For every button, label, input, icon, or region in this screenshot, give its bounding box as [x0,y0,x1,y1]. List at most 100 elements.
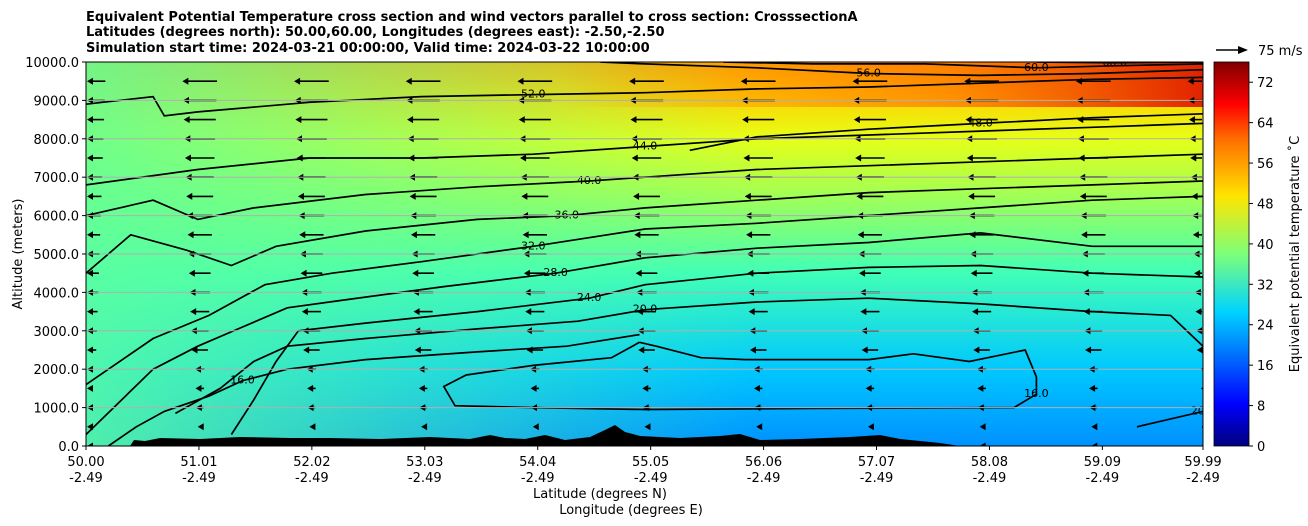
wind-vector-head [87,77,93,85]
wind-vector-head [87,346,93,354]
wind-vector-head [1203,443,1209,450]
wind-vector-head [853,116,860,124]
wind-vector-head [742,116,749,124]
wind-vector-head [520,154,527,162]
colorbar-tick-label: 64 [1257,117,1274,132]
wind-vector-head [1188,116,1195,124]
wind-vector-head [747,269,754,277]
x-axis-ticks: 50.00-2.4951.01-2.4952.02-2.4953.03-2.49… [67,446,1222,486]
contour-lines: 16.016.020.020.024.028.032.036.040.044.0… [86,62,1203,446]
wind-vector-head [1192,231,1199,239]
wind-vector-head [964,77,971,85]
wind-vector-head [746,231,753,239]
wind-vector-head [526,346,533,354]
wind-vector-head [87,192,93,200]
wind-vector-head [412,269,419,277]
y-grid [86,99,1203,409]
y-tick-label: 2000.0 [34,363,80,378]
wind-vector-head [969,231,976,239]
wind-vector-head [855,154,862,162]
wind-vector-head [749,346,756,354]
chart-title-line-1: Equivalent Potential Temperature cross s… [86,10,858,25]
y-tick-label: 0.0 [58,440,79,455]
wind-vector-head [636,308,643,316]
wind-vector-head [1091,423,1098,431]
wind-vector-head [188,269,195,277]
x-tick-lon: -2.49 [295,471,329,486]
y-axis-ticks: 0.0 1000.0 2000.0 3000.0 4000.0 5000.0 6000.0 7… [25,56,86,455]
colorbar-label: Equivalent potential temperature ˚C [1287,136,1303,372]
contour-44 [86,122,1203,186]
wind-vector-head [631,154,638,162]
contour-label: 56.0 [856,67,881,80]
x-axis-label-latitude: Latitude (degrees N) [533,487,667,502]
wind-vector-head [87,269,93,277]
wind-vector-head [87,308,93,316]
colorbar-tick-label: 56 [1257,157,1274,172]
wind-vector-head [979,442,986,446]
wind-vector-head [629,77,636,85]
wind-vector-head [301,308,308,316]
y-tick-label: 5000.0 [34,248,80,263]
chart-title-line-3: Simulation start time: 2024-03-21 00:00:… [86,41,650,56]
wind-vector-head [195,384,202,392]
wind-vector-head [630,116,637,124]
wind-vector-head [860,308,867,316]
x-tick-lon: -2.49 [747,471,781,486]
wind-vector-head [307,384,314,392]
terrain-silhouette [130,425,960,446]
wind-vector-head [296,154,303,162]
wind-vector-head [522,231,529,239]
wind-vector-head [1078,154,1085,162]
contour-40 [86,153,1203,221]
wind-vector-head [1190,154,1197,162]
x-tick-lon: -2.49 [408,471,442,486]
wind-vector-head [518,116,525,124]
colorbar [1213,61,1250,447]
x-tick-lat: 56.06 [745,455,782,470]
wind-vector-head [1077,116,1084,124]
y-tick-label: 10000.0 [25,56,79,71]
wind-vector-head [1082,269,1089,277]
wind-vector-head [744,192,751,200]
contour-label: 16.0 [1024,387,1049,400]
wind-vector-head [968,192,975,200]
wind-vector-head [87,384,93,392]
colorbar-tick-label: 40 [1257,238,1274,253]
contour-32 [86,195,1203,386]
wind-vector-head [414,346,421,354]
y-tick-label: 9000.0 [34,94,80,109]
wind-vector-head [87,154,93,162]
wind-vector-head [970,269,977,277]
wind-vector-head [977,384,984,392]
wind-vector-head [867,423,874,431]
x-tick-lat: 52.02 [293,455,330,470]
wind-vector-head [408,154,415,162]
wind-vector-head [418,384,425,392]
temperature-field: 16.016.020.020.024.028.032.036.040.044.0… [86,62,1209,450]
wind-vector-head [530,384,537,392]
wind-vector-head [532,423,539,431]
x-tick-lon: -2.49 [634,471,668,486]
wind-vector-head [857,231,864,239]
wind-vector-head [753,384,760,392]
colorbar-tick-label: 72 [1257,76,1274,91]
wind-vector-head [187,231,194,239]
contour-52 [86,76,1203,117]
contour-label: 20.0 [633,303,658,316]
y-tick-label: 8000.0 [34,133,80,148]
contour-20 [1136,410,1203,428]
wind-vector-head [1075,77,1082,85]
wind-vector-head [87,231,93,239]
wind-vector-head [973,346,980,354]
wind-vector-head [1187,77,1194,85]
wind-vector-head [190,308,197,316]
contour-label: 40.0 [577,174,602,187]
wind-vector-head [197,423,204,431]
wind-vector-head [635,269,642,277]
contour-16 [442,341,1038,411]
wind-vector-head [966,154,973,162]
wind-vector-head [297,192,304,200]
colorbar-ticks: 0 8 16 24 32 40 48 56 64 72 [1249,76,1274,455]
wind-vector-head [965,116,972,124]
